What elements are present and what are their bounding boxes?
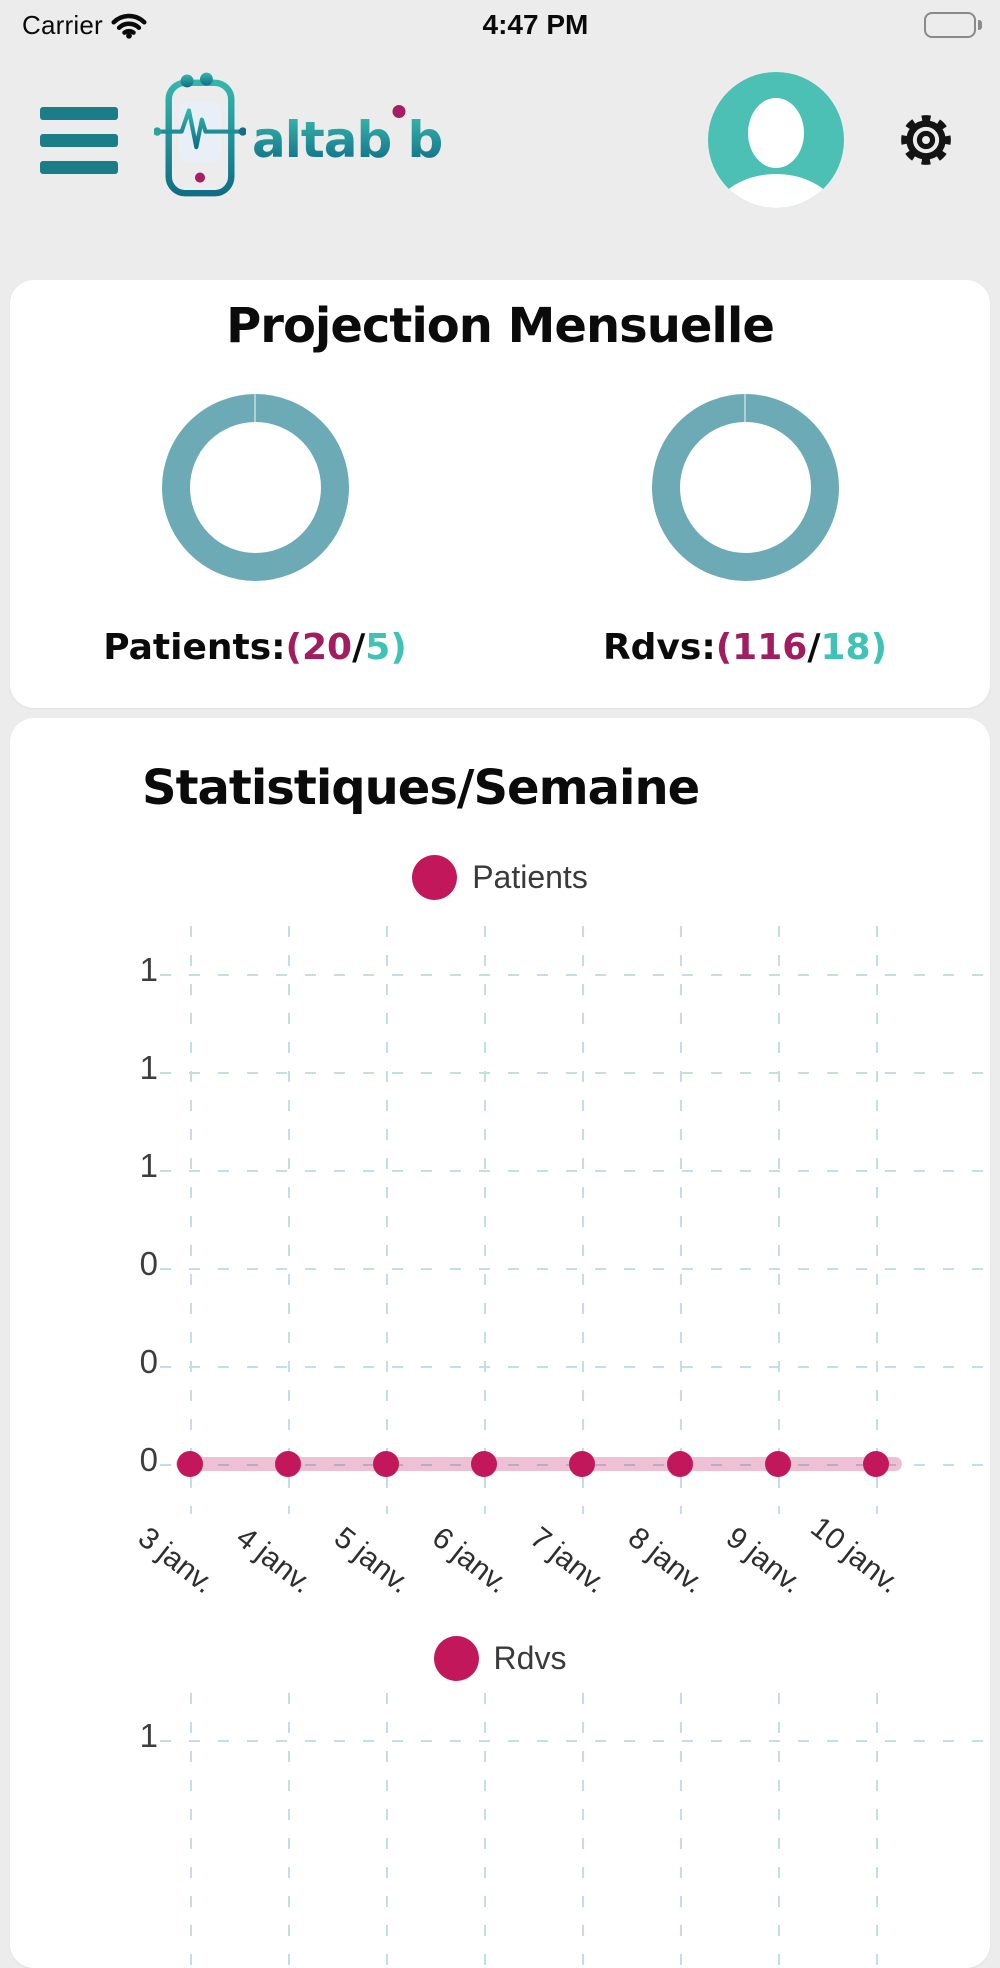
y-axis-tick-label: 1	[139, 1717, 158, 1754]
wifi-icon	[111, 11, 147, 44]
patients-stat-label: Patients:(20/5)	[103, 627, 407, 668]
rdvs-donut-chart	[651, 394, 839, 581]
gridline-vertical	[778, 926, 780, 1514]
gridline-horizontal	[160, 1366, 990, 1368]
data-point	[177, 1451, 203, 1477]
projection-mensuelle-card: Projection Mensuelle Patients:(20/5) Rdv…	[10, 280, 990, 708]
gridline-vertical	[778, 1693, 780, 1968]
gridline-vertical	[876, 1693, 878, 1968]
x-axis-tick-label: 8 janv.	[621, 1520, 710, 1601]
data-point	[471, 1451, 497, 1477]
x-axis-tick-label: 4 janv.	[229, 1520, 318, 1601]
legend-label-patients: Patients	[472, 859, 588, 895]
y-axis-tick-label: 1	[139, 951, 158, 988]
rdvs-stat-label: Rdvs:(116/18)	[602, 627, 888, 668]
gridline-vertical	[582, 926, 584, 1514]
data-point	[863, 1451, 889, 1477]
legend-dot-patients	[412, 855, 458, 900]
gridline-vertical	[386, 1693, 388, 1968]
gridline-vertical	[876, 926, 878, 1514]
altabib-logo: altabı b	[153, 72, 442, 209]
app-header: altabı b	[0, 50, 1000, 230]
x-axis-tick-label: 10 janv.	[804, 1510, 906, 1601]
hamburger-menu-button[interactable]	[40, 106, 118, 174]
status-bar: Carrier 4:47 PM	[0, 0, 1000, 50]
clock: 4:47 PM	[482, 9, 589, 40]
x-axis-tick-label: 5 janv.	[327, 1520, 416, 1601]
donut-row	[10, 394, 990, 581]
battery-icon	[924, 12, 982, 38]
logo-wordmark: altabı b	[252, 105, 442, 165]
gridline-vertical	[288, 926, 290, 1514]
legend-label-rdvs: Rdvs	[493, 1640, 567, 1676]
gridline-horizontal	[160, 1170, 990, 1172]
stats-card-title: Statistiques/Semaine	[142, 760, 700, 816]
gridline-vertical	[484, 1693, 486, 1968]
rdvs-chart-legend: Rdvs	[10, 1636, 990, 1681]
gridline-vertical	[680, 1693, 682, 1968]
rdvs-line-chart: 1	[10, 1693, 990, 1968]
data-point	[569, 1451, 595, 1477]
stat-row: Patients:(20/5) Rdvs:(116/18)	[10, 581, 990, 668]
x-axis-tick-label: 3 janv.	[131, 1520, 220, 1601]
projection-card-title: Projection Mensuelle	[226, 298, 775, 354]
phone-heartbeat-logo-icon	[153, 72, 247, 209]
y-axis-tick-label: 0	[139, 1245, 158, 1282]
gridline-horizontal	[160, 1072, 990, 1074]
gear-icon	[901, 115, 951, 165]
gridline-vertical	[288, 1693, 290, 1968]
y-axis-tick-label: 0	[139, 1343, 158, 1380]
gridline-horizontal	[160, 1268, 990, 1270]
settings-gear-button[interactable]	[896, 110, 956, 170]
statistiques-semaine-card: Statistiques/Semaine Patients 1 1 1 0 0 0 3 ja…	[10, 718, 990, 1968]
carrier-label: Carrier	[22, 9, 103, 40]
legend-dot-rdvs	[433, 1636, 479, 1681]
series-line	[176, 1457, 902, 1471]
profile-avatar-button[interactable]	[708, 72, 844, 208]
gridline-vertical	[386, 926, 388, 1514]
data-point	[275, 1451, 301, 1477]
x-axis-tick-label: 6 janv.	[425, 1520, 514, 1601]
patients-donut-chart	[161, 394, 349, 581]
gridline-vertical	[484, 926, 486, 1514]
gridline-vertical	[190, 926, 192, 1514]
data-point	[667, 1451, 693, 1477]
y-axis-tick-label: 1	[139, 1147, 158, 1184]
logo-i-dot	[392, 105, 406, 118]
gridline-vertical	[190, 1693, 192, 1968]
gridline-horizontal	[160, 974, 990, 976]
y-axis-tick-label: 0	[139, 1441, 158, 1478]
gridline-vertical	[680, 926, 682, 1514]
avatar-shoulders-shape	[711, 174, 841, 208]
patients-line-chart: 1 1 1 0 0 0 3 janv. 4 janv. 5 janv. 6 janv. 7 janv…	[10, 926, 990, 1626]
avatar-head-shape	[748, 98, 804, 168]
y-axis-tick-label: 1	[139, 1049, 158, 1086]
x-axis-tick-label: 9 janv.	[719, 1520, 808, 1601]
patients-chart-legend: Patients	[10, 855, 990, 900]
x-axis-tick-label: 7 janv.	[523, 1520, 612, 1601]
data-point	[765, 1451, 791, 1477]
data-point	[373, 1451, 399, 1477]
gridline-vertical	[582, 1693, 584, 1968]
gridline-horizontal	[160, 1740, 990, 1742]
